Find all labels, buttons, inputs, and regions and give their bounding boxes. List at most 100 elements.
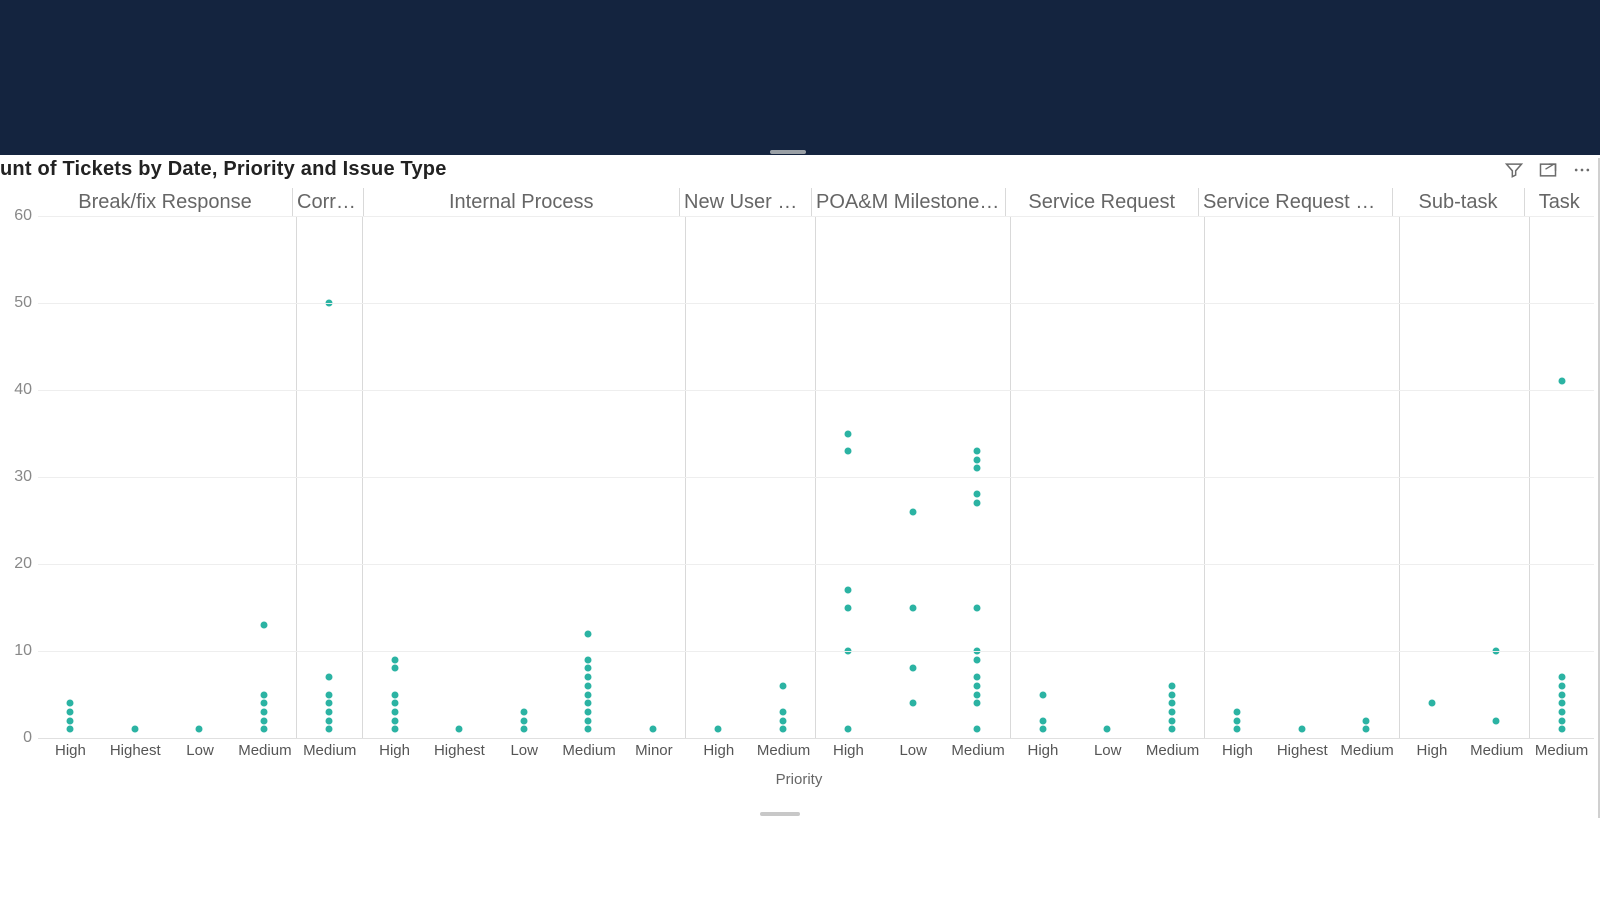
data-point[interactable] xyxy=(391,691,398,698)
data-point[interactable] xyxy=(585,700,592,707)
data-point[interactable] xyxy=(585,691,592,698)
data-point[interactable] xyxy=(585,726,592,733)
data-point[interactable] xyxy=(845,447,852,454)
data-point[interactable] xyxy=(520,726,527,733)
data-point[interactable] xyxy=(1039,691,1046,698)
data-point[interactable] xyxy=(909,665,916,672)
focus-mode-icon[interactable] xyxy=(1538,160,1558,180)
data-point[interactable] xyxy=(1039,717,1046,724)
data-point[interactable] xyxy=(326,708,333,715)
more-options-icon[interactable] xyxy=(1572,160,1592,180)
data-point[interactable] xyxy=(1363,726,1370,733)
data-point[interactable] xyxy=(1558,717,1565,724)
data-point[interactable] xyxy=(974,604,981,611)
data-point[interactable] xyxy=(845,726,852,733)
facet-header[interactable]: POA&M Milestone ... xyxy=(812,188,1006,216)
data-point[interactable] xyxy=(1168,691,1175,698)
data-point[interactable] xyxy=(1558,674,1565,681)
data-point[interactable] xyxy=(845,604,852,611)
data-point[interactable] xyxy=(260,621,267,628)
data-point[interactable] xyxy=(974,500,981,507)
data-point[interactable] xyxy=(67,700,74,707)
data-point[interactable] xyxy=(585,682,592,689)
filter-icon[interactable] xyxy=(1504,160,1524,180)
data-point[interactable] xyxy=(585,656,592,663)
scroll-hint-icon[interactable] xyxy=(760,812,800,816)
data-point[interactable] xyxy=(585,708,592,715)
data-point[interactable] xyxy=(391,700,398,707)
data-point[interactable] xyxy=(1558,691,1565,698)
data-point[interactable] xyxy=(131,726,138,733)
data-point[interactable] xyxy=(520,708,527,715)
data-point[interactable] xyxy=(260,691,267,698)
data-point[interactable] xyxy=(1168,708,1175,715)
data-point[interactable] xyxy=(974,447,981,454)
data-point[interactable] xyxy=(1039,726,1046,733)
chart-visual[interactable]: unt of Tickets by Date, Priority and Iss… xyxy=(0,158,1600,818)
data-point[interactable] xyxy=(1363,717,1370,724)
data-point[interactable] xyxy=(67,717,74,724)
data-point[interactable] xyxy=(1168,700,1175,707)
data-point[interactable] xyxy=(1558,700,1565,707)
data-point[interactable] xyxy=(974,491,981,498)
data-point[interactable] xyxy=(326,691,333,698)
facet-header[interactable]: Internal Process xyxy=(364,188,681,216)
data-point[interactable] xyxy=(1558,708,1565,715)
facet-header[interactable]: Break/fix Response xyxy=(38,188,293,216)
data-point[interactable] xyxy=(260,726,267,733)
data-point[interactable] xyxy=(326,726,333,733)
data-point[interactable] xyxy=(585,665,592,672)
facet-header[interactable]: Task xyxy=(1525,188,1595,216)
data-point[interactable] xyxy=(1168,682,1175,689)
data-point[interactable] xyxy=(974,465,981,472)
data-point[interactable] xyxy=(715,726,722,733)
data-point[interactable] xyxy=(196,726,203,733)
data-point[interactable] xyxy=(1558,726,1565,733)
data-point[interactable] xyxy=(391,708,398,715)
data-point[interactable] xyxy=(1234,708,1241,715)
data-point[interactable] xyxy=(585,717,592,724)
data-point[interactable] xyxy=(585,630,592,637)
data-point[interactable] xyxy=(974,700,981,707)
data-point[interactable] xyxy=(779,717,786,724)
data-point[interactable] xyxy=(1558,682,1565,689)
data-point[interactable] xyxy=(67,726,74,733)
data-point[interactable] xyxy=(260,700,267,707)
data-point[interactable] xyxy=(326,717,333,724)
data-point[interactable] xyxy=(845,430,852,437)
data-point[interactable] xyxy=(326,674,333,681)
data-point[interactable] xyxy=(1558,378,1565,385)
data-point[interactable] xyxy=(456,726,463,733)
data-point[interactable] xyxy=(845,587,852,594)
data-point[interactable] xyxy=(974,682,981,689)
data-point[interactable] xyxy=(260,708,267,715)
data-point[interactable] xyxy=(391,665,398,672)
facet-header[interactable]: Service Request wit... xyxy=(1199,188,1393,216)
data-point[interactable] xyxy=(326,700,333,707)
data-point[interactable] xyxy=(1234,717,1241,724)
data-point[interactable] xyxy=(391,726,398,733)
data-point[interactable] xyxy=(67,708,74,715)
data-point[interactable] xyxy=(1493,717,1500,724)
data-point[interactable] xyxy=(779,682,786,689)
data-point[interactable] xyxy=(1104,726,1111,733)
data-point[interactable] xyxy=(779,726,786,733)
data-point[interactable] xyxy=(974,656,981,663)
data-point[interactable] xyxy=(974,674,981,681)
facet-header[interactable]: Service Request xyxy=(1006,188,1200,216)
facet-header[interactable]: Sub-task xyxy=(1393,188,1525,216)
data-point[interactable] xyxy=(779,708,786,715)
data-point[interactable] xyxy=(1428,700,1435,707)
data-point[interactable] xyxy=(1168,717,1175,724)
data-point[interactable] xyxy=(909,508,916,515)
facet-header[interactable]: New User R... xyxy=(680,188,812,216)
data-point[interactable] xyxy=(909,604,916,611)
data-point[interactable] xyxy=(520,717,527,724)
data-point[interactable] xyxy=(391,656,398,663)
data-point[interactable] xyxy=(974,456,981,463)
resize-handle-icon[interactable] xyxy=(770,150,806,154)
data-point[interactable] xyxy=(585,674,592,681)
data-point[interactable] xyxy=(909,700,916,707)
data-point[interactable] xyxy=(1298,726,1305,733)
data-point[interactable] xyxy=(974,726,981,733)
